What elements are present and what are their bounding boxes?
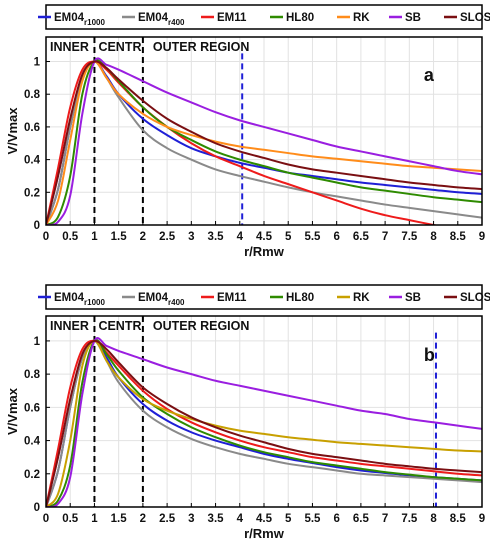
x-tick-label-10: 5 (285, 513, 292, 525)
x-tick-label-5: 2.5 (159, 513, 176, 525)
x-tick-label-2: 1 (91, 231, 98, 243)
legend-label-4: RK (353, 12, 370, 24)
legend-label-2: EM11 (217, 12, 247, 24)
x-tick-label-17: 8.5 (450, 513, 467, 525)
region-label-centr: CENTR (98, 40, 141, 54)
x-tick-label-6: 3 (188, 231, 194, 243)
x-tick-label-9: 4.5 (256, 513, 273, 525)
y-tick-label-5: 1 (34, 336, 41, 348)
legend-sublabel-1: r400 (168, 18, 185, 27)
series-group (46, 57, 482, 225)
series-line-3 (46, 338, 482, 507)
legend-label-5: SB (405, 292, 421, 304)
x-tick-label-3: 1.5 (111, 231, 128, 243)
y-tick-label-0: 0 (34, 220, 40, 232)
x-tick-label-15: 7.5 (401, 513, 418, 525)
x-tick-label-13: 6.5 (353, 513, 370, 525)
y-tick-label-3: 0.6 (24, 402, 40, 414)
x-tick-label-2: 1 (91, 513, 98, 525)
legend-label-5: SB (405, 12, 421, 24)
x-tick-label-1: 0.5 (62, 231, 79, 243)
region-label-outer: OUTER REGION (153, 40, 250, 54)
x-tick-label-8: 4 (237, 231, 244, 243)
y-tick-label-1: 0.2 (24, 187, 40, 199)
x-tick-label-7: 3.5 (208, 513, 225, 525)
region-label-centr: CENTR (98, 319, 141, 333)
legend-sublabel-0: r1000 (84, 298, 105, 307)
x-tick-label-15: 7.5 (401, 231, 418, 243)
series-group (46, 337, 482, 507)
series-line-4 (46, 60, 482, 225)
x-tick-label-16: 8 (430, 231, 437, 243)
series-line-5 (46, 57, 482, 225)
series-line-2 (46, 339, 482, 507)
x-tick-label-5: 2.5 (159, 231, 176, 243)
y-tick-label-1: 0.2 (24, 469, 40, 481)
legend-label-6: SLOSH (460, 292, 490, 304)
legend-label-6: SLOSH (460, 12, 490, 24)
x-tick-label-18: 9 (479, 231, 485, 243)
chart-panel-b: EM04r1000EM04r400EM11HL80RKSBSLOSH00.511… (5, 284, 490, 541)
series-line-6 (46, 339, 482, 507)
y-axis-label: V/Vmax (5, 387, 20, 435)
x-axis-label: r/Rmw (244, 244, 285, 259)
x-tick-label-4: 2 (140, 513, 146, 525)
y-tick-label-3: 0.6 (24, 122, 40, 134)
panel-label: b (424, 345, 435, 365)
x-tick-label-18: 9 (479, 513, 485, 525)
x-tick-label-17: 8.5 (450, 231, 467, 243)
x-tick-label-8: 4 (237, 513, 244, 525)
x-tick-label-4: 2 (140, 231, 146, 243)
legend-label-2: EM11 (217, 292, 247, 304)
y-tick-label-2: 0.4 (24, 436, 41, 448)
legend-label-3: HL80 (286, 292, 314, 304)
x-tick-label-14: 7 (382, 231, 388, 243)
x-tick-label-0: 0 (43, 231, 49, 243)
region-label-inner: INNER (50, 40, 89, 54)
series-line-3 (46, 59, 482, 225)
series-line-5 (46, 337, 482, 507)
x-tick-label-14: 7 (382, 513, 388, 525)
x-tick-label-7: 3.5 (208, 231, 225, 243)
legend-label-3: HL80 (286, 12, 314, 24)
y-tick-label-4: 0.8 (24, 369, 41, 381)
x-tick-label-12: 6 (333, 513, 339, 525)
x-tick-label-11: 5.5 (304, 231, 321, 243)
x-tick-label-1: 0.5 (62, 513, 79, 525)
legend-sublabel-0: r1000 (84, 18, 105, 27)
legend-box (45, 284, 483, 310)
x-axis-label: r/Rmw (244, 526, 285, 541)
x-tick-label-11: 5.5 (304, 513, 321, 525)
x-tick-label-16: 8 (430, 513, 437, 525)
chart-panel-a: EM04r1000EM04r400EM11HL80RKSBSLOSH00.511… (5, 4, 490, 259)
panel-label: a (424, 65, 435, 85)
series-line-2 (46, 60, 439, 225)
series-line-4 (46, 339, 482, 507)
x-tick-label-10: 5 (285, 231, 292, 243)
legend-sublabel-1: r400 (168, 298, 185, 307)
y-tick-label-4: 0.8 (24, 89, 41, 101)
region-label-inner: INNER (50, 319, 89, 333)
y-tick-label-0: 0 (34, 502, 40, 514)
x-tick-label-9: 4.5 (256, 231, 273, 243)
region-label-outer: OUTER REGION (153, 319, 250, 333)
x-tick-label-13: 6.5 (353, 231, 370, 243)
x-tick-label-6: 3 (188, 513, 194, 525)
y-axis-label: V/Vmax (5, 107, 20, 155)
legend-label-4: RK (353, 292, 370, 304)
y-tick-label-5: 1 (34, 57, 41, 69)
y-tick-label-2: 0.4 (24, 155, 41, 167)
series-line-6 (46, 60, 482, 225)
x-tick-label-3: 1.5 (111, 513, 128, 525)
x-tick-label-0: 0 (43, 513, 49, 525)
x-tick-label-12: 6 (333, 231, 339, 243)
